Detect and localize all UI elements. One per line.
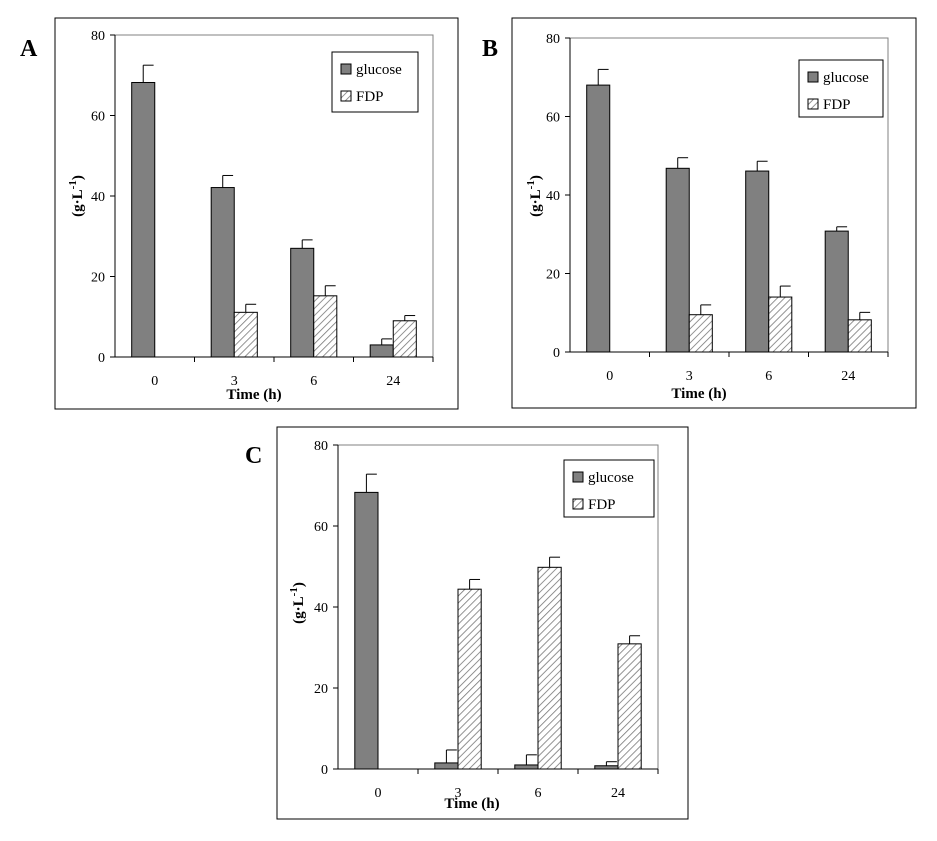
x-tick-label: 6: [765, 369, 772, 384]
x-tick-label: 6: [535, 786, 542, 801]
x-tick-label: 0: [151, 374, 158, 389]
y-tick-label: 20: [546, 268, 560, 283]
legend-label-fdp: FDP: [356, 89, 384, 105]
legend: glucose FDP: [563, 459, 655, 518]
x-tick-label: 6: [310, 374, 317, 389]
bar-glucose-0: [586, 84, 611, 353]
legend-swatch-fdp: [572, 498, 584, 510]
y-tick-label: 0: [321, 763, 328, 778]
bar-glucose-24: [824, 230, 849, 353]
x-tick-label: 0: [606, 369, 613, 384]
x-tick-label: 3: [455, 786, 462, 801]
x-axis-label: Time (h): [671, 386, 726, 402]
y-tick-label: 60: [314, 520, 328, 535]
y-tick-label: 80: [91, 29, 105, 44]
y-tick-label: 40: [314, 601, 328, 616]
y-tick-label: 20: [314, 682, 328, 697]
y-tick-label: 0: [98, 351, 105, 366]
y-tick-label: 20: [91, 271, 105, 286]
y-tick-label: 80: [314, 439, 328, 454]
legend-label-fdp: FDP: [588, 497, 616, 513]
bar-glucose-24: [594, 765, 619, 770]
bar-glucose-6: [290, 247, 315, 358]
legend-swatch-glucose: [807, 71, 819, 83]
legend-label-glucose: glucose: [588, 470, 634, 486]
bar-fdp-6: [313, 295, 338, 358]
x-tick-label: 24: [386, 374, 400, 389]
x-tick-label: 3: [686, 369, 693, 384]
y-axis-label: (g·L-1): [67, 175, 86, 217]
bar-glucose-24: [369, 344, 394, 358]
chart-panel-c: C 0 20 40 60 80 0 3 6 24 Time (h) (g·L-1) glucose FDP: [245, 426, 689, 820]
legend-swatch-fdp: [340, 90, 352, 102]
bar-fdp-24: [847, 319, 872, 353]
bar-glucose-0: [131, 81, 156, 358]
x-tick-label: 24: [841, 369, 855, 384]
panel-label: B: [482, 36, 498, 62]
x-axis-label: Time (h): [444, 796, 499, 812]
y-axis-label: (g·L-1): [525, 175, 544, 217]
bar-glucose-3: [665, 167, 690, 353]
bar-glucose-0: [354, 491, 379, 770]
legend-box: [331, 51, 419, 113]
y-tick-label: 60: [91, 110, 105, 125]
y-tick-label: 60: [546, 111, 560, 126]
bar-fdp-3: [233, 311, 258, 358]
bar-fdp-24: [617, 643, 642, 770]
chart-panel-b: B 0 20 40 60 80 0 3 6 24 Time (h) (g·L-1) glucose FDP: [482, 17, 917, 409]
legend: glucose FDP: [798, 59, 884, 118]
bar-fdp-24: [392, 320, 417, 358]
bar-glucose-3: [210, 187, 235, 358]
panel-label: C: [245, 443, 262, 469]
x-tick-label: 24: [611, 786, 625, 801]
y-tick-label: 0: [553, 346, 560, 361]
legend-swatch-glucose: [572, 471, 584, 483]
y-axis-label: (g·L-1): [288, 582, 307, 624]
bar-glucose-3: [434, 762, 459, 770]
legend-swatch-glucose: [340, 63, 352, 75]
x-tick-label: 3: [231, 374, 238, 389]
legend-label-glucose: glucose: [356, 62, 402, 78]
panel-label: A: [20, 36, 38, 62]
bar-fdp-6: [768, 296, 793, 353]
bar-glucose-6: [514, 764, 539, 770]
x-tick-label: 0: [375, 786, 382, 801]
y-tick-label: 80: [546, 32, 560, 47]
bar-fdp-3: [457, 588, 482, 770]
chart-panel-a: A 0 20 40 60 80 0 3 6 24 Time (h) (g·L-1) glucose FDP: [20, 17, 459, 410]
bar-glucose-6: [745, 170, 770, 353]
y-tick-label: 40: [546, 189, 560, 204]
y-tick-label: 40: [91, 190, 105, 205]
legend-label-glucose: glucose: [823, 70, 869, 86]
bar-fdp-6: [537, 566, 562, 770]
legend-swatch-fdp: [807, 98, 819, 110]
legend-label-fdp: FDP: [823, 97, 851, 113]
x-axis-label: Time (h): [226, 387, 281, 403]
legend: glucose FDP: [331, 51, 419, 113]
bar-fdp-3: [688, 314, 713, 353]
